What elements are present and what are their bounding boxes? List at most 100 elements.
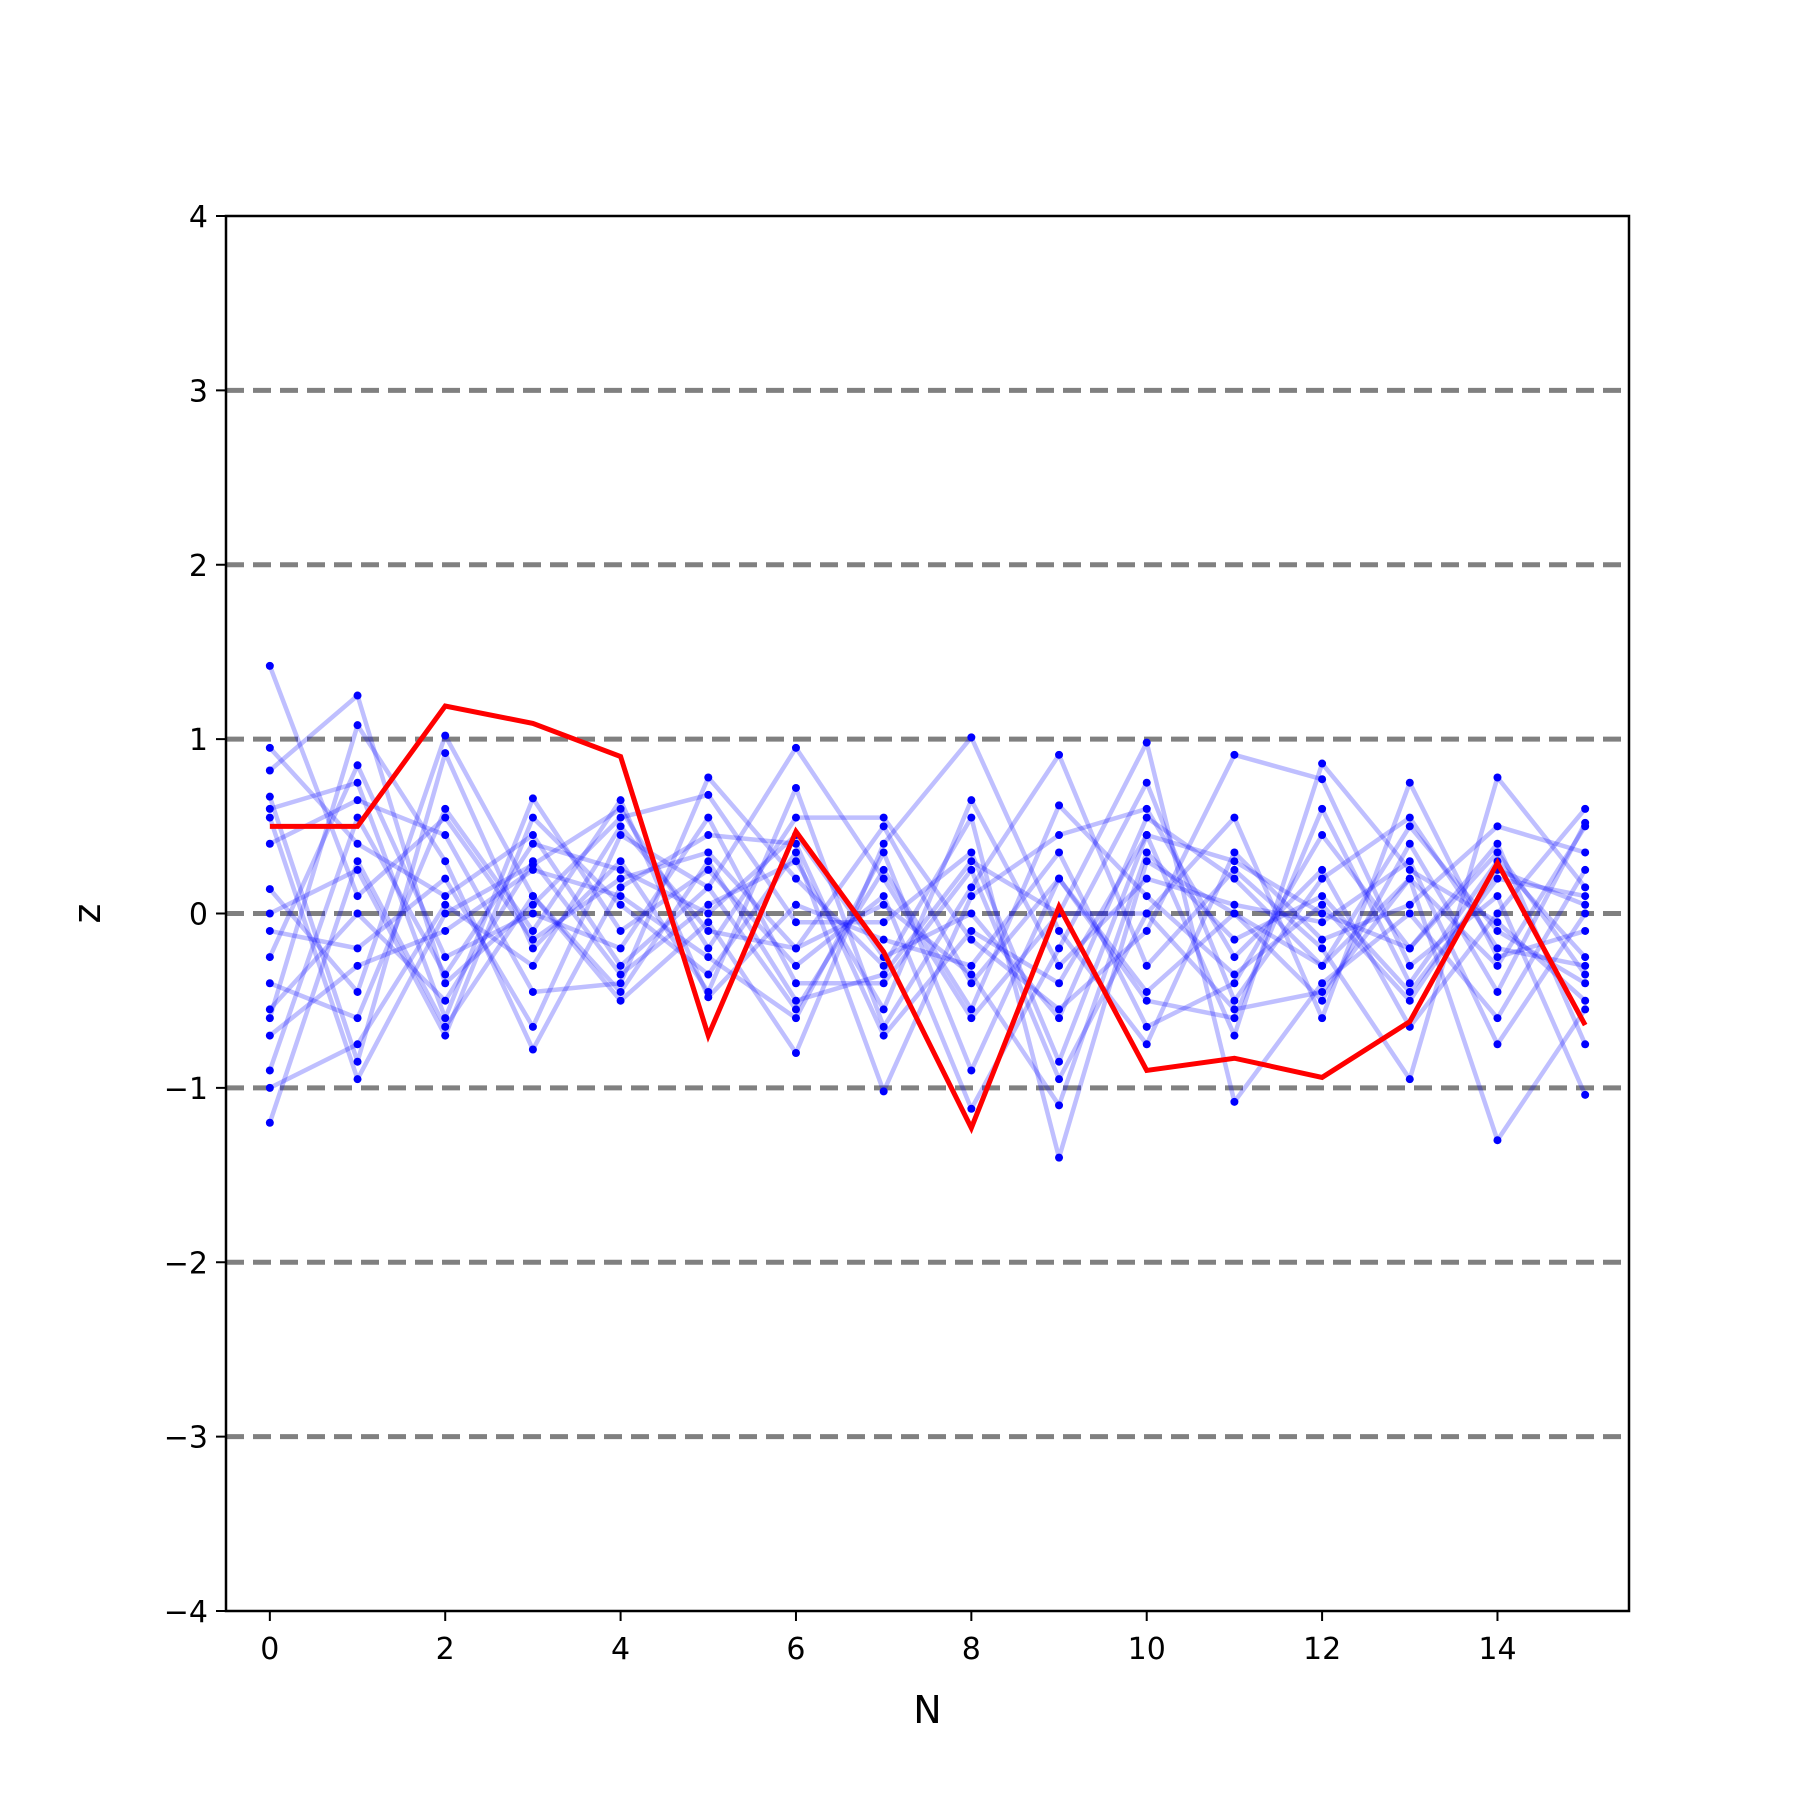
background-point — [441, 926, 450, 935]
background-point — [616, 874, 625, 883]
background-point — [967, 883, 976, 892]
background-point — [1493, 1014, 1502, 1023]
background-point — [616, 804, 625, 813]
background-point — [441, 892, 450, 901]
y-tick-label: 4 — [189, 200, 208, 235]
background-point — [1142, 987, 1151, 996]
background-point — [441, 813, 450, 822]
background-series-line — [268, 806, 1587, 1094]
background-point — [1493, 1040, 1502, 1049]
background-point — [1055, 1101, 1064, 1110]
background-point — [616, 961, 625, 970]
background-point — [1230, 874, 1239, 883]
background-point — [441, 1031, 450, 1040]
background-point — [704, 970, 713, 979]
background-point — [353, 1057, 362, 1066]
background-point — [265, 1066, 274, 1075]
background-point — [1405, 944, 1414, 953]
background-point — [791, 848, 800, 857]
background-point — [791, 900, 800, 909]
background-point — [1493, 909, 1502, 918]
background-point — [879, 1022, 888, 1031]
background-point — [1405, 900, 1414, 909]
background-series-line — [267, 858, 1588, 1143]
background-point — [353, 778, 362, 787]
y-tick-label: 0 — [189, 898, 208, 933]
background-point — [967, 1066, 976, 1075]
background-point — [353, 857, 362, 866]
background-point — [1581, 1090, 1590, 1099]
background-point — [441, 857, 450, 866]
background-point — [1142, 848, 1151, 857]
background-point — [265, 1031, 274, 1040]
background-point — [1230, 857, 1239, 866]
background-point — [704, 865, 713, 874]
background-point — [1055, 831, 1064, 840]
background-point — [791, 1005, 800, 1014]
background-point — [791, 857, 800, 866]
background-point — [967, 970, 976, 979]
background-point — [441, 970, 450, 979]
background-point — [704, 953, 713, 962]
background-point — [353, 944, 362, 953]
y-tick-label: 3 — [189, 374, 208, 409]
background-series-line — [267, 665, 1588, 995]
background-point — [1230, 1005, 1239, 1014]
background-point — [528, 813, 537, 822]
y-tick-label: −4 — [164, 1595, 208, 1630]
background-point — [1318, 944, 1327, 953]
background-series-points — [265, 661, 1590, 1162]
background-point — [265, 766, 274, 775]
background-point — [528, 839, 537, 848]
background-point — [1055, 944, 1064, 953]
background-point — [528, 892, 537, 901]
background-point — [616, 970, 625, 979]
background-point — [265, 909, 274, 918]
background-point — [704, 857, 713, 866]
background-point — [1581, 1040, 1590, 1049]
background-point — [1405, 1075, 1414, 1084]
background-series-line — [268, 806, 1587, 1073]
background-point — [265, 953, 274, 962]
background-point — [1230, 935, 1239, 944]
background-point — [353, 961, 362, 970]
y-tick-label: −1 — [164, 1072, 208, 1107]
background-point — [704, 993, 713, 1002]
x-ticks: 0 2 4 6 8 10 12 14 — [260, 1611, 1517, 1667]
background-point — [1230, 865, 1239, 874]
background-point — [616, 996, 625, 1005]
background-point — [1581, 848, 1590, 857]
background-point — [616, 900, 625, 909]
background-point — [265, 926, 274, 935]
background-point — [791, 1014, 800, 1023]
background-point — [265, 661, 274, 670]
y-tick-label: 1 — [189, 723, 208, 758]
background-point — [879, 813, 888, 822]
background-series-line — [267, 722, 1587, 1052]
background-point — [1581, 970, 1590, 979]
background-point — [1142, 857, 1151, 866]
background-point — [1405, 961, 1414, 970]
background-point — [616, 865, 625, 874]
background-point — [791, 783, 800, 792]
background-point — [791, 874, 800, 883]
background-point — [704, 918, 713, 927]
background-point — [616, 857, 625, 866]
background-point — [1581, 865, 1590, 874]
background-point — [1230, 900, 1239, 909]
background-point — [353, 721, 362, 730]
background-point — [967, 909, 976, 918]
background-point — [879, 918, 888, 927]
background-point — [1581, 979, 1590, 988]
background-point — [704, 813, 713, 822]
background-point — [967, 935, 976, 944]
background-point — [1142, 892, 1151, 901]
background-point — [879, 874, 888, 883]
background-point — [1318, 874, 1327, 883]
background-point — [1493, 773, 1502, 782]
background-point — [879, 1087, 888, 1096]
background-point — [879, 970, 888, 979]
background-point — [879, 892, 888, 901]
background-point — [1405, 996, 1414, 1005]
x-tick-label: 10 — [1128, 1632, 1166, 1667]
